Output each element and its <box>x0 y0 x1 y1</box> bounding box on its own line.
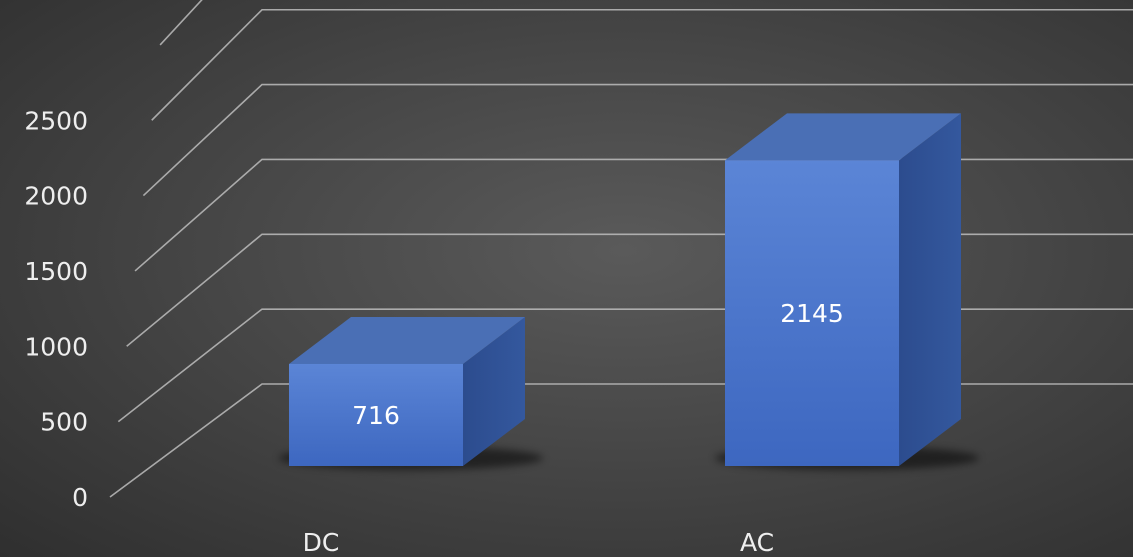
y-tick-label: 1000 <box>24 332 88 361</box>
bar-front-face <box>289 363 463 466</box>
gridline <box>142 83 1133 197</box>
gridline <box>126 233 1133 347</box>
gridline <box>159 0 203 46</box>
y-tick-label: 2000 <box>24 182 88 211</box>
bar-top-face <box>725 113 961 161</box>
gridlines <box>109 0 1133 498</box>
category-label: DC <box>303 528 340 557</box>
gridline <box>151 8 1133 121</box>
data-label: 716 <box>352 401 400 430</box>
y-tick-label: 2500 <box>24 106 88 135</box>
x-axis-categories: DC AC <box>303 528 774 557</box>
bar-ac: 2145 <box>715 113 979 470</box>
gridline <box>117 308 1133 423</box>
bar-dc: 716 <box>279 316 543 470</box>
y-tick-label: 500 <box>40 408 88 437</box>
gridline <box>109 383 1133 498</box>
y-tick-label: 1500 <box>24 257 88 286</box>
y-axis-ticks: 0 500 1000 1500 2000 2500 <box>24 106 88 512</box>
category-label: AC <box>740 528 774 557</box>
bar-side-face <box>463 316 525 466</box>
data-label: 2145 <box>780 299 844 328</box>
y-tick-label: 0 <box>72 483 88 512</box>
bar-side-face <box>899 113 961 467</box>
bars: 716 2145 <box>279 113 979 470</box>
bar-front-face <box>725 160 899 466</box>
gridline <box>134 158 1133 272</box>
bar-top-face <box>289 316 525 364</box>
